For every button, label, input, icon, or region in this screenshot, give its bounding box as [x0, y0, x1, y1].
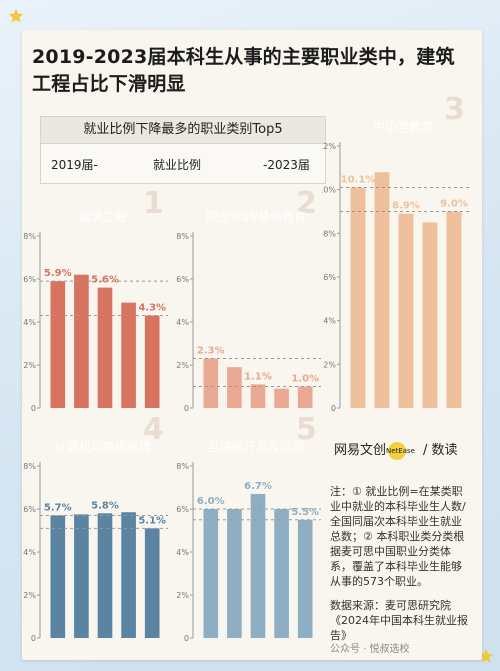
brand-name: 网易文创 — [334, 443, 387, 458]
chart-number-3: 3 — [444, 92, 465, 127]
star-icon — [478, 648, 494, 663]
chart-computer: 0 2% 4% 6% 8% 5.7% 5.8% 5.1% — [23, 462, 168, 643]
bar — [227, 509, 242, 638]
bar — [297, 386, 313, 408]
star-icon — [8, 8, 24, 23]
data-label: 6.7% — [244, 481, 272, 492]
y-tick-label: 0 — [31, 404, 36, 413]
brand-badge: NetEase — [386, 447, 415, 455]
chart-title-training: 职业培训/其他教育 — [205, 210, 307, 224]
y-tick-label: 4% — [23, 548, 36, 557]
chart-training: 0 2% 4% 6% 8% 2.3% 1.1% 1.0% — [176, 232, 321, 413]
bar — [74, 514, 89, 638]
bar — [446, 211, 462, 408]
y-tick-label: 4% — [176, 548, 189, 557]
watermark: 公众号 · 悦叔选校 — [330, 644, 410, 655]
bar — [250, 493, 266, 638]
y-tick-label: 2% — [23, 361, 36, 370]
y-tick-label: 8% — [176, 462, 189, 471]
bar — [97, 287, 113, 408]
chart-title-construction: 建筑工程 — [78, 210, 127, 224]
top5-heading: 就业比例下降最多的职业类别Top5 — [41, 117, 325, 144]
y-tick-label: 8% — [176, 232, 189, 241]
y-tick-label: 8% — [323, 229, 336, 238]
page-title: 2019-2023届本科生从事的主要职业类中，建筑工程占比下滑明显 — [32, 46, 455, 95]
bar — [121, 302, 136, 408]
data-label: 10.1% — [341, 174, 376, 185]
chart-title-school: 中小学教育 — [372, 120, 433, 134]
y-tick-label: 6% — [176, 505, 189, 514]
chart-number-4: 4 — [143, 412, 164, 447]
y-tick-label: 0 — [31, 634, 36, 643]
y-tick-label: 2% — [23, 591, 36, 600]
y-tick-label: 10% — [322, 186, 336, 195]
brand-logo: 网易文创NetEase / 数读 — [334, 440, 474, 462]
data-source: 数据来源：麦可思研究院《2024年中国本科生就业报告》 — [330, 599, 468, 642]
y-tick-label: 2% — [323, 360, 336, 369]
data-label: 4.3% — [138, 303, 166, 314]
data-label: 5.5% — [291, 507, 319, 518]
data-label: 5.9% — [44, 268, 72, 279]
bar — [227, 367, 242, 408]
bar — [121, 512, 136, 638]
y-tick-label: 0 — [184, 634, 189, 643]
bar — [250, 384, 266, 408]
chart-number-1: 1 — [143, 186, 164, 221]
data-label: 5.7% — [44, 502, 72, 513]
y-tick-label: 4% — [323, 317, 336, 326]
data-label: 1.0% — [291, 374, 319, 385]
chart-construction: 0 2% 4% 6% 8% 5.9% 5.6% 4.3% — [23, 232, 168, 413]
chart-number-2: 2 — [296, 186, 317, 221]
bar — [398, 213, 414, 408]
bar — [144, 528, 160, 638]
data-label: 5.8% — [91, 500, 119, 511]
bar — [144, 315, 160, 408]
y-tick-label: 6% — [323, 273, 336, 282]
data-label: 8.9% — [392, 201, 420, 212]
y-tick-label: 6% — [176, 275, 189, 284]
y-tick-label: 8% — [23, 462, 36, 471]
y-tick-label: 8% — [23, 232, 36, 241]
top5-right-label: -2023届 — [263, 158, 310, 172]
data-label: 1.1% — [244, 371, 272, 382]
footnote: 注：① 就业比例=在某类职业中就业的本科毕业生人数/全国同届次本科毕业生就业总数… — [330, 485, 466, 588]
bar — [297, 519, 313, 638]
chart-school: 0 2% 4% 6% 8% 10% 12% 10.1% 8.9% 9.0% — [322, 142, 470, 413]
bar — [50, 515, 66, 638]
bar — [203, 358, 219, 408]
top5-legend-box: 就业比例下降最多的职业类别Top5 2019届- 就业比例 -2023届 — [40, 116, 326, 184]
bar — [97, 513, 113, 638]
y-tick-label: 6% — [23, 505, 36, 514]
bar — [203, 509, 219, 638]
bar — [422, 222, 438, 408]
chart-internet: 0 2% 4% 6% 8% 6.0% 6.7% 5.5% — [176, 462, 321, 643]
top5-middle-label: 就业比例 — [153, 158, 202, 172]
bar — [350, 187, 366, 408]
data-label: 6.0% — [197, 496, 225, 507]
y-tick-label: 2% — [176, 361, 189, 370]
chart-title-internet: 互联网开发及应用 — [207, 440, 304, 454]
brand-partner: / 数读 — [422, 443, 458, 458]
data-label: 9.0% — [440, 199, 468, 210]
bar — [50, 281, 66, 408]
bar — [274, 509, 289, 638]
top5-left-label: 2019届- — [51, 158, 98, 172]
y-tick-label: 6% — [23, 275, 36, 284]
y-tick-label: 12% — [322, 142, 336, 151]
bar — [274, 388, 289, 408]
chart-title-computer: 计算机与数据处理 — [54, 440, 151, 454]
y-tick-label: 0 — [331, 404, 336, 413]
brand-badge-icon — [388, 441, 407, 460]
y-tick-label: 0 — [184, 404, 189, 413]
data-label: 5.6% — [91, 275, 119, 286]
y-tick-label: 4% — [23, 318, 36, 327]
data-label: 5.1% — [138, 515, 166, 526]
data-label: 2.3% — [197, 346, 225, 357]
chart-number-5: 5 — [296, 412, 317, 447]
y-tick-label: 2% — [176, 591, 189, 600]
y-tick-label: 4% — [176, 318, 189, 327]
bar — [374, 172, 390, 408]
bar — [74, 274, 89, 408]
